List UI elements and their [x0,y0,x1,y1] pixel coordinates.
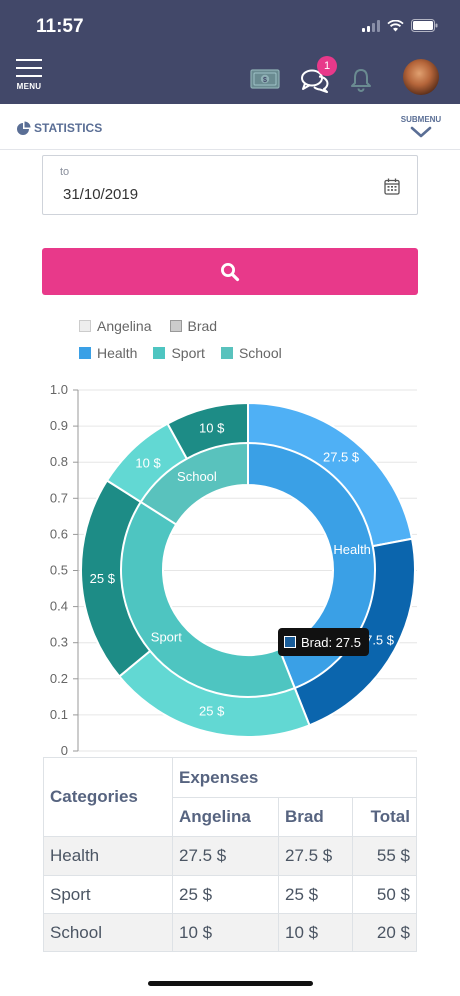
outer-slice-label: 10 $ [199,421,225,436]
row-brad: 25 $ [278,875,353,914]
chevron-down-icon [410,126,432,138]
inner-ring-slice [139,441,249,526]
submenu-button[interactable]: SUBMENU [398,115,444,141]
hamburger-icon [14,59,44,77]
pie-chart-icon [17,121,31,135]
legend-swatch [79,347,91,359]
expenses-table: Categories Expenses Angelina Brad Total … [43,757,417,952]
y-tick-label: 1.0 [50,382,68,397]
tooltip-swatch [284,636,296,648]
date-to-value: 31/10/2019 [63,186,139,203]
legend-label: Health [97,345,138,361]
legend-label: Angelina [97,318,152,334]
search-button[interactable] [42,248,418,295]
outer-slice-label: 10 $ [135,456,161,471]
search-icon [221,262,240,281]
legend-swatch [153,347,166,359]
legend-label: Sport [171,345,205,361]
y-tick-label: 0.6 [50,526,68,541]
inner-slice-label: Health [333,542,371,557]
calendar-icon[interactable] [384,178,400,195]
tooltip-text: Brad: 27.5 [301,634,361,650]
chat-icon[interactable] [300,68,330,93]
bell-icon[interactable] [349,67,373,93]
chart-tooltip: Brad: 27.5 [278,628,369,656]
user-avatar[interactable] [403,59,439,95]
legend-item-sport[interactable]: Sport [153,345,205,361]
row-brad: 10 $ [278,913,353,952]
y-tick-label: 0.5 [50,563,68,578]
y-tick-label: 0.3 [50,635,68,650]
row-total: 20 $ [352,913,417,952]
column-header-brad: Brad [278,797,353,837]
menu-label: MENU [16,82,42,91]
expenses-doughnut-chart: 00.10.20.30.40.50.60.70.80.91.027.5 $27.… [50,382,417,758]
inner-ring-slice [247,441,376,690]
legend-swatch [169,320,182,332]
legend-label: School [238,345,282,361]
categories-header: Categories [43,757,173,837]
legend-item-health[interactable]: Health [79,345,137,361]
date-to-label: to [60,166,70,178]
subheader: STATISTICS SUBMENU [0,104,460,150]
row-angelina: 10 $ [172,913,279,952]
legend-row-people: Angelina Brad [79,318,233,334]
statistics-title: STATISTICS [17,121,102,135]
submenu-label: SUBMENU [400,115,442,124]
expenses-header: Expenses [172,757,417,798]
column-header-total: Total [352,797,417,837]
row-category: School [43,913,173,952]
legend-item-brad[interactable]: Brad [169,318,218,334]
row-angelina: 27.5 $ [172,836,279,876]
legend-swatch [220,347,233,359]
outer-slice-label: 25 $ [90,571,116,586]
money-icon[interactable]: $ [250,69,280,89]
y-tick-label: 0.8 [50,454,68,469]
table-row: Health 27.5 $ 27.5 $ 55 $ [43,836,417,876]
notification-badge: 1 [317,56,337,76]
row-brad: 27.5 $ [278,836,353,876]
legend-swatch [79,320,91,332]
row-angelina: 25 $ [172,875,279,914]
statistics-label: STATISTICS [34,121,103,135]
table-row: School 10 $ 10 $ 20 $ [43,913,417,952]
menu-button[interactable]: MENU [14,59,44,91]
row-category: Sport [43,875,173,914]
legend-label: Brad [187,318,218,334]
y-tick-label: 0 [61,743,68,758]
date-to-field[interactable]: to 31/10/2019 [42,155,418,215]
inner-slice-label: Sport [151,630,182,645]
y-tick-label: 0.2 [50,671,68,686]
row-category: Health [43,836,173,876]
status-time: 11:57 [36,16,84,37]
cellular-signal-icon [362,19,380,32]
battery-icon [411,19,438,32]
y-tick-label: 0.1 [50,707,68,722]
inner-ring-slice [120,500,297,698]
outer-slice-label: 27.5 $ [323,450,360,465]
status-bar: 11:57 [0,0,460,50]
legend-item-angelina[interactable]: Angelina [79,318,152,334]
status-icons [362,19,438,32]
table-header-row: Categories Expenses [43,757,417,837]
outer-slice-label: 25 $ [199,703,225,718]
home-indicator [148,981,313,986]
svg-text:$: $ [263,77,267,84]
wifi-icon [387,19,404,31]
app-header: MENU [0,50,460,104]
row-total: 55 $ [352,836,417,876]
legend-row-categories: Health Sport School [79,345,298,361]
table-row: Sport 25 $ 25 $ 50 $ [43,875,417,914]
inner-slice-label: School [177,469,217,484]
y-tick-label: 0.9 [50,418,68,433]
row-total: 50 $ [352,875,417,914]
y-tick-label: 0.7 [50,490,68,505]
column-header-angelina: Angelina [172,797,279,837]
legend-item-school[interactable]: School [220,345,282,361]
y-tick-label: 0.4 [50,599,68,614]
